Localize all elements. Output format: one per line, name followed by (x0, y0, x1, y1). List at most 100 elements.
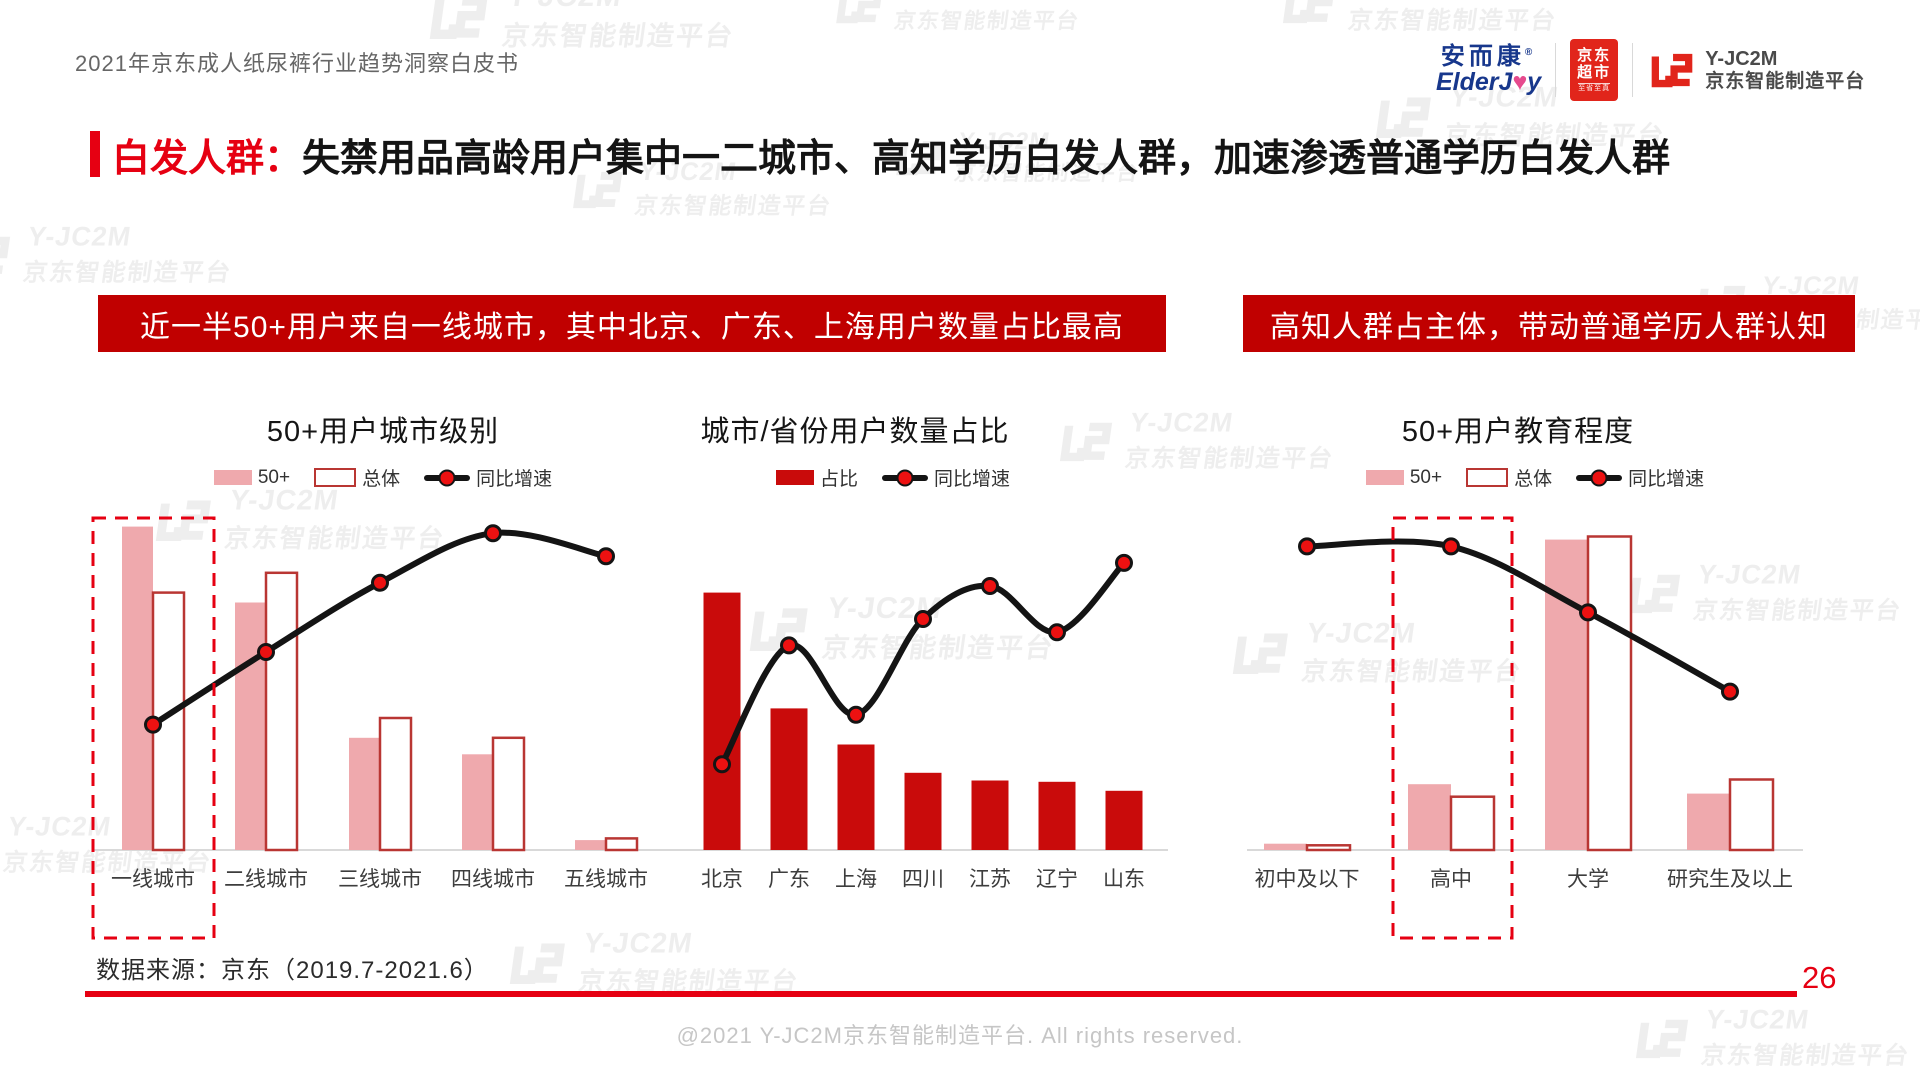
trend-point (1048, 623, 1066, 642)
bar-占比 (703, 592, 741, 850)
insight-banner-right: 高知人群占主体，带动普通学历人群认知 (1243, 295, 1855, 352)
registered-mark: ® (1524, 47, 1537, 59)
report-title: 2021年京东成人纸尿裤行业趋势洞察白皮书 (75, 51, 519, 76)
legend-label: 同比增速 (1628, 469, 1705, 490)
headline-text: 失禁用品高龄用户集中一二城市、高知学历白发人群，加速渗透普通学历白发人群 (302, 137, 1671, 180)
legend-dot-icon (896, 469, 914, 486)
highlight-box (1391, 516, 1514, 940)
trend-point (780, 636, 798, 655)
heart-icon: ♥ (1512, 68, 1528, 97)
legend-label: 50+ (257, 466, 291, 488)
bar-50+ (575, 840, 606, 850)
trend-point (981, 577, 999, 595)
legend-item: 总体 (314, 464, 400, 491)
bar-占比 (971, 780, 1009, 850)
x-label: 高中 (1430, 868, 1472, 891)
yjc2m-watermark-icon (429, 0, 488, 39)
bar-总体 (604, 837, 639, 852)
jd-tagline: 至省至真 (1578, 83, 1611, 93)
elderjoy-cn: 安而康 (1440, 43, 1525, 71)
x-label: 大学 (1567, 868, 1609, 891)
legend-line-swatch (424, 469, 471, 486)
legend-outline-swatch (1466, 468, 1509, 487)
yjc2m-watermark-icon (836, 0, 883, 23)
x-label: 山东 (1103, 868, 1145, 891)
elderjoy-en: ElderJ♥y (1436, 68, 1542, 97)
legend-item: 同比增速 (882, 464, 1010, 491)
legend-item: 50+ (213, 466, 291, 489)
bar-总体 (1728, 778, 1775, 852)
watermark: Y-JC2M京东智能制造平台 (830, 0, 1086, 34)
yjc2m-watermark-icon (0, 236, 11, 274)
legend-item: 占比 (775, 464, 858, 491)
legend-label: 50+ (1409, 466, 1443, 488)
headline: 白发人群： 失禁用品高龄用户集中一二城市、高知学历白发人群，加速渗透普通学历白发… (90, 128, 1670, 180)
bar-50+ (1545, 539, 1588, 850)
bar-50+ (1408, 784, 1451, 850)
bar-占比 (770, 708, 808, 850)
watermark: Y-JC2M京东智能制造平台 (1276, 0, 1564, 36)
chart-title: 50+用户教育程度 (1401, 416, 1635, 448)
headline-accent-bar (90, 131, 100, 177)
bar-总体 (378, 716, 413, 852)
trend-line (1304, 538, 1733, 695)
x-label: 五线城市 (564, 868, 648, 891)
insight-banner-left: 近一半50+用户来自一线城市，其中北京、广东、上海用户数量占比最高 (98, 295, 1166, 352)
bar-占比 (1105, 790, 1143, 850)
elderjoy-logo: 安而康® ElderJ♥y (1436, 44, 1541, 95)
bar-50+ (1264, 843, 1307, 850)
legend-label: 同比增速 (934, 469, 1011, 490)
x-label: 初中及以下 (1255, 868, 1360, 891)
chart-legend: 占比 同比增速 (638, 464, 1148, 491)
bar-总体 (491, 736, 526, 852)
trend-point (1579, 603, 1597, 622)
legend-fill-swatch (1365, 470, 1404, 485)
x-label: 研究生及以上 (1667, 868, 1793, 891)
highlight-box (91, 516, 216, 940)
jd-line1: 京东 (1577, 46, 1612, 64)
jd-line2: 超市 (1577, 63, 1612, 81)
yjc2m-logo: Y-JC2M 京东智能制造平台 (1647, 42, 1865, 98)
legend-fill-swatch (775, 470, 814, 485)
x-label: 江苏 (969, 868, 1011, 891)
chart-legend: 50+ 总体 同比增速 (1220, 464, 1850, 491)
bar-50+ (349, 737, 380, 850)
chart-city-tier-plot: 一线城市 二线城市 三线城市 四线城市 五线城市 (91, 516, 663, 940)
trend-point (914, 610, 932, 628)
trend-point (144, 715, 162, 734)
bar-50+ (1687, 793, 1730, 850)
bar-总体 (1586, 535, 1633, 852)
legend-label: 占比 (819, 469, 858, 490)
logo-bar: 安而康® ElderJ♥y 京东 超市 至省至真 Y-JC2M 京东智能制造平台 (1436, 38, 1865, 102)
legend-label: 总体 (1514, 469, 1553, 490)
headline-prefix: 白发人群： (112, 137, 303, 180)
logo-divider (1555, 43, 1557, 97)
trend-point (847, 705, 865, 724)
chart-education-plot: 初中及以下 高中 大学 研究生及以上 (1247, 516, 1803, 940)
chart-education: 初中及以下 高中 大学 研究生及以上 50+用户教育程度 50+ 总体 同比增速 (1245, 400, 1875, 955)
x-label: 一线城市 (111, 868, 195, 891)
yjc2m-watermark-icon (1283, 0, 1336, 23)
x-label: 三线城市 (338, 868, 422, 891)
legend-label: 同比增速 (476, 469, 553, 490)
bar-50+ (235, 602, 266, 850)
chart-title: 城市/省份用户数量占比 (700, 416, 1010, 448)
trend-point (1298, 537, 1316, 556)
legend-item: 同比增速 (424, 464, 552, 491)
legend-dot-icon (1590, 469, 1608, 486)
yjc2m-brand: Y-JC2M (1705, 47, 1778, 70)
chart-city-tier: 一线城市 二线城市 三线城市 四线城市 五线城市 50+用户城市级别 50+ 总体 同比增速 (85, 400, 665, 955)
chart-legend: 50+ 总体 同比增速 (93, 464, 673, 491)
legend-fill-swatch (213, 470, 252, 485)
trend-point (484, 524, 502, 543)
logo-divider (1632, 43, 1634, 97)
trend-point (1442, 537, 1460, 556)
legend-line-swatch (1576, 469, 1623, 486)
trend-point (1115, 553, 1133, 572)
trend-point (1721, 682, 1739, 701)
legend-item: 总体 (1466, 464, 1552, 491)
bar-50+ (462, 754, 493, 850)
chart-province-share-plot: 北京 广东 上海 四川 江苏 辽宁 山东 (662, 553, 1168, 891)
x-label: 北京 (701, 868, 743, 891)
